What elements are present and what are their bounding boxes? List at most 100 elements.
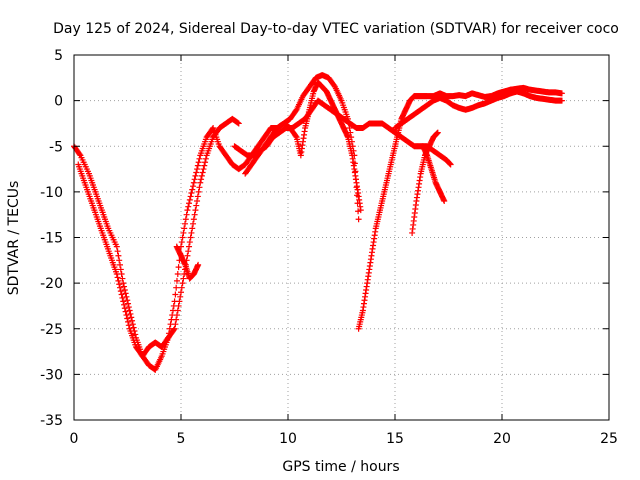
data-point [193,169,200,176]
data-point [558,90,565,97]
data-point [183,211,190,218]
data-point [122,308,129,315]
data-point [178,289,184,296]
data-point [178,284,185,291]
data-point [186,239,193,246]
series-track-b [75,115,242,360]
data-point [185,203,192,210]
series-track-a [71,72,362,373]
data-point [132,331,139,338]
data-point [125,304,132,311]
data-point [177,293,184,300]
y-tick-label: -10 [40,185,63,201]
series-track-h [419,143,448,204]
data-point [558,97,565,104]
data-point [129,317,136,324]
data-point [173,284,180,291]
data-point [117,266,124,273]
data-point [123,312,130,319]
y-tick-label: -15 [40,231,63,247]
data-point [182,216,189,223]
x-tick-label: 20 [493,431,511,447]
data-point [116,257,123,264]
data-point [178,239,185,246]
data-point [128,314,135,321]
data-point [202,155,209,162]
data-point [172,291,179,298]
data-point [125,322,132,329]
x-axis-label: GPS time / hours [282,459,399,475]
x-tick-label: 5 [177,431,186,447]
data-point [123,293,130,300]
series-track-e [355,84,565,332]
series-track-d [242,79,364,214]
data-point [174,307,181,314]
data-point [174,271,181,277]
data-point [116,281,123,288]
data-point [117,284,124,291]
data-point [192,207,199,214]
data-point [171,325,178,332]
data-point [117,288,124,295]
y-tick-label: 0 [54,94,63,110]
x-tick-label: 15 [386,431,404,447]
data-point [194,193,201,200]
data-point [192,172,199,179]
x-axis-ticks: 0 5 10 15 20 25 [70,55,618,447]
y-tick-label: -5 [49,139,63,155]
data-point [195,188,202,195]
data-point [198,176,205,183]
data-point [124,315,131,322]
data-point [194,166,201,173]
data-point [195,261,202,268]
data-point [434,129,441,136]
data-point [121,301,128,308]
data-point [187,234,194,241]
data-point [186,243,193,250]
y-tick-label: -20 [40,276,63,292]
data-point [127,310,134,317]
data-point [173,316,180,323]
data-point [441,198,448,204]
data-point [130,324,137,331]
data-point [113,271,120,277]
data-point [202,159,209,166]
data-point [113,243,120,250]
data-point [189,225,196,232]
data-point [196,155,203,162]
y-tick-label: -25 [40,322,63,338]
y-tick-label: -35 [40,413,63,429]
data-point [118,291,125,298]
data-point [292,132,299,139]
data-point [180,229,187,236]
data-point [182,220,189,227]
data-point [120,298,127,305]
data-point [184,207,191,214]
data-point [193,202,200,209]
data-point [119,294,126,301]
data-point [181,225,188,232]
data-point [200,166,207,173]
data-point [180,275,187,282]
data-point [175,302,182,309]
data-point [173,312,180,319]
data-point [198,172,205,179]
data-point [188,190,195,197]
data-point [120,280,127,287]
data-point [186,196,193,203]
x-tick-label: 25 [600,431,618,447]
data-point [125,318,132,325]
data-point [121,286,128,293]
data-point [76,151,83,158]
data-point [187,193,194,200]
data-point [179,234,186,241]
series-track-c [231,97,454,168]
data-point [196,184,203,191]
chart-title: Day 125 of 2024, Sidereal Day-to-day VTE… [53,21,619,37]
data-point [201,162,208,169]
data-point [125,300,132,307]
data-point [175,264,182,271]
y-axis-label: SDTVAR / TECUs [6,181,22,296]
data-point [115,252,122,259]
